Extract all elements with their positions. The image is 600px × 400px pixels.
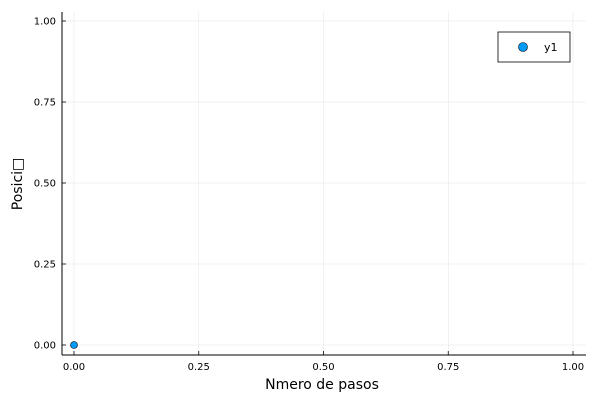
y-tick-label-2: 0.50 bbox=[34, 179, 56, 190]
x-tick-label-1: 0.25 bbox=[188, 362, 210, 373]
x-tick-label-0: 0.00 bbox=[63, 362, 85, 373]
x-tick-label-3: 0.75 bbox=[437, 362, 459, 373]
y-tick-label-0: 0.00 bbox=[34, 341, 56, 352]
x-tick-labels: 0.00 0.25 0.50 0.75 1.00 bbox=[63, 362, 584, 373]
y-axis-title: Posici□ bbox=[10, 158, 26, 211]
x-tick-label-4: 1.00 bbox=[562, 362, 584, 373]
y-tick-labels: 0.00 0.25 0.50 0.75 1.00 bbox=[34, 17, 56, 352]
y-tick-label-1: 0.25 bbox=[34, 260, 56, 271]
legend: y1 bbox=[497, 31, 571, 63]
grid bbox=[62, 12, 586, 355]
data-points bbox=[70, 341, 78, 349]
axes bbox=[61, 12, 586, 356]
legend-box bbox=[497, 31, 571, 63]
x-axis-title: Nmero de pasos bbox=[265, 377, 379, 393]
point-y1-0 bbox=[70, 341, 78, 349]
legend-label-y1: y1 bbox=[544, 41, 558, 54]
y-tick-label-4: 1.00 bbox=[34, 17, 56, 28]
legend-marker-y1 bbox=[518, 42, 528, 52]
x-tick-label-2: 0.50 bbox=[312, 362, 334, 373]
y-tick-label-3: 0.75 bbox=[34, 98, 56, 109]
